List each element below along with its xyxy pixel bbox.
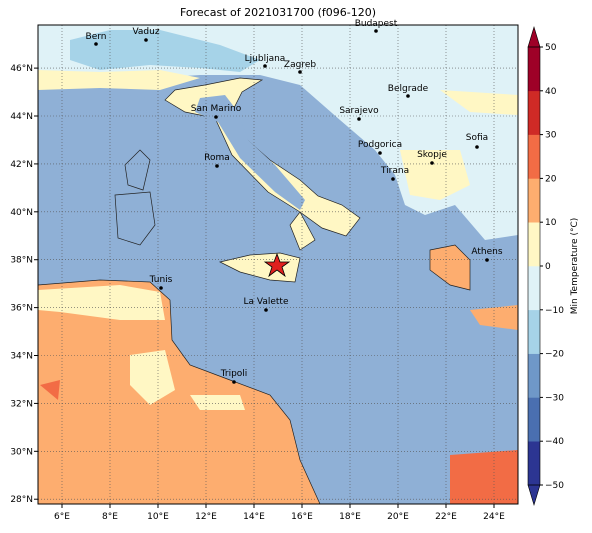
map-area (38, 25, 518, 504)
x-tick-label: 16°E (291, 512, 313, 522)
city: Belgrade (388, 84, 429, 98)
city: Sofia (466, 133, 488, 149)
city: Roma (204, 153, 230, 168)
colorbar-extend (527, 25, 541, 48)
colorbar-tick-label: 50 (545, 43, 557, 53)
city: Ljubljana (245, 54, 286, 68)
city: San Marino (191, 104, 242, 119)
x-tick-label: 24°E (483, 512, 505, 522)
colorbar: −50 −40 −30 −20 −10 0 10 20 30 40 50 (527, 25, 564, 507)
colorbar-bin (528, 90, 540, 135)
city-label: Budapest (355, 19, 398, 29)
city: Tirana (380, 166, 409, 181)
colorbar-label: Min Temperature (°C) (570, 218, 580, 315)
city-label: Sarajevo (339, 106, 379, 116)
city-label: Tunis (149, 275, 173, 285)
colorbar-bin (528, 47, 540, 92)
colorbar-tick-label: −10 (545, 306, 564, 316)
colorbar-bin (528, 134, 540, 179)
colorbar-bin (528, 178, 540, 223)
city: Bern (86, 32, 107, 46)
x-tick-label: 12°E (195, 512, 217, 522)
city-label: Tripoli (220, 369, 248, 379)
city-label: Ljubljana (245, 54, 286, 64)
city-label: Zagreb (284, 60, 316, 70)
city: Tripoli (220, 369, 248, 384)
colorbar-bin (528, 266, 540, 311)
cities: Bern Vaduz Budapest Ljubljana Zagreb Bel… (86, 19, 503, 384)
city: Zagreb (284, 60, 316, 74)
city-label: Tirana (380, 166, 409, 176)
colorbar-tick-label: 20 (545, 174, 557, 184)
city-label: San Marino (191, 104, 242, 114)
x-tick-label: 18°E (339, 512, 361, 522)
y-tick-label: 42°N (10, 160, 33, 170)
city-label: Vaduz (132, 27, 159, 37)
y-tick-label: 44°N (10, 112, 33, 122)
y-tick-label: 46°N (10, 64, 33, 74)
y-tick-label: 34°N (10, 352, 33, 362)
colorbar-tick-label: −30 (545, 393, 564, 403)
city-label: Skopje (417, 150, 447, 160)
city: Skopje (417, 150, 447, 165)
colorbar-tick-label: 40 (545, 87, 557, 97)
x-tick-label: 14°E (243, 512, 265, 522)
x-tick-label: 20°E (387, 512, 409, 522)
y-tick-label: 30°N (10, 447, 33, 457)
colorbar-bin (528, 309, 540, 354)
x-tick-label: 8°E (102, 512, 118, 522)
city: La Valette (244, 297, 289, 312)
x-tick-label: 22°E (435, 512, 457, 522)
city: Tunis (149, 275, 173, 290)
x-tick-label: 10°E (147, 512, 169, 522)
colorbar-tick-label: 0 (545, 262, 551, 272)
city-label: Sofia (466, 133, 488, 143)
y-tick-label: 32°N (10, 399, 33, 409)
map-frame (37, 24, 519, 505)
city-label: Roma (204, 153, 230, 163)
colorbar-bin (528, 353, 540, 398)
colorbar-extend (527, 484, 541, 507)
city-label: Belgrade (388, 84, 429, 94)
city-label: Podgorica (358, 140, 402, 150)
city: Podgorica (358, 140, 402, 155)
y-tick-label: 40°N (10, 208, 33, 218)
colorbar-tick-label: −20 (545, 350, 564, 360)
title: Forecast of 2021031700 (f096-120) (180, 6, 376, 19)
city: Athens (471, 247, 503, 262)
colorbar-tick-label: −40 (545, 437, 564, 447)
x-tick-label: 6°E (54, 512, 70, 522)
city-label: La Valette (244, 297, 289, 307)
colorbar-bin (528, 222, 540, 267)
colorbar-tick-label: −50 (545, 481, 564, 491)
y-tick-label: 28°N (10, 495, 33, 505)
colorbar-tick-label: 30 (545, 131, 557, 141)
marker-star (263, 252, 291, 278)
city: Sarajevo (339, 106, 379, 121)
city-label: Bern (86, 32, 107, 42)
city: Vaduz (132, 27, 160, 42)
city-label: Athens (471, 247, 502, 257)
y-tick-label: 38°N (10, 256, 33, 266)
city: Budapest (355, 19, 398, 33)
colorbar-bin (528, 397, 540, 442)
y-tick-label: 36°N (10, 304, 33, 314)
colorbar-bin (528, 441, 540, 486)
colorbar-tick-label: 10 (545, 218, 557, 228)
